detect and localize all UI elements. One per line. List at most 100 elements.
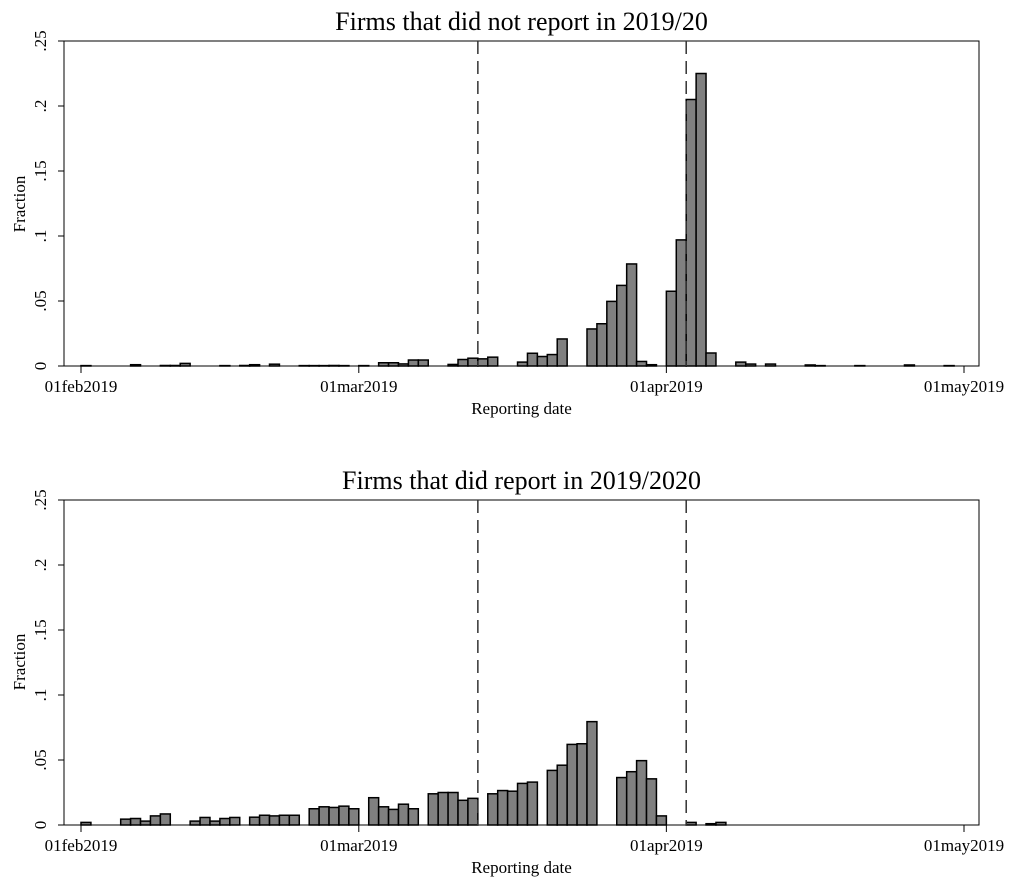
bar <box>220 819 230 826</box>
bar <box>607 301 617 366</box>
bar <box>478 359 488 366</box>
x-tick-label: 01may2019 <box>924 836 1004 855</box>
bar <box>766 364 776 366</box>
bar <box>557 765 567 825</box>
bar <box>309 809 319 825</box>
x-tick-label: 01apr2019 <box>630 836 703 855</box>
bar <box>329 807 339 825</box>
y-tick-label: .15 <box>31 619 50 640</box>
bar <box>696 74 706 367</box>
bar <box>150 816 160 825</box>
bar <box>418 360 428 366</box>
bar <box>260 815 270 825</box>
bar <box>468 798 478 825</box>
x-axis-label: Reporting date <box>471 858 572 877</box>
bar <box>567 744 577 825</box>
x-tick-label: 01apr2019 <box>630 377 703 396</box>
bar <box>319 807 329 825</box>
bar <box>597 324 607 366</box>
bar <box>379 363 389 366</box>
bar <box>240 365 250 366</box>
y-tick-label: 0 <box>31 821 50 830</box>
bar <box>81 822 91 825</box>
y-tick-label: .2 <box>31 100 50 113</box>
bar <box>527 782 537 825</box>
bar <box>398 364 408 366</box>
bar <box>170 365 180 366</box>
y-tick-label: .1 <box>31 689 50 702</box>
bar <box>210 821 220 825</box>
bar <box>686 100 696 367</box>
bar <box>389 363 399 366</box>
plot-frame <box>64 500 979 825</box>
y-tick-label: 0 <box>31 362 50 371</box>
bar <box>637 361 647 366</box>
chart-title: Firms that did not report in 2019/20 <box>335 7 708 36</box>
bar <box>349 809 359 825</box>
bar <box>448 364 458 366</box>
bar <box>716 822 726 825</box>
bar <box>160 814 170 825</box>
bar <box>121 819 131 825</box>
bar <box>587 722 597 825</box>
bar <box>458 360 468 367</box>
bar <box>329 365 339 366</box>
y-axis-label: Fraction <box>10 175 29 232</box>
bar <box>627 772 637 825</box>
bar <box>904 365 914 366</box>
bar <box>369 798 379 825</box>
y-tick-label: .15 <box>31 160 50 181</box>
bar <box>686 822 696 825</box>
bar <box>428 794 438 825</box>
bar <box>488 357 498 366</box>
bar <box>805 365 815 366</box>
bar <box>617 285 627 366</box>
y-axis-label: Fraction <box>10 633 29 690</box>
bar <box>190 821 200 825</box>
bar <box>518 783 528 825</box>
bar <box>141 821 151 825</box>
bar <box>587 329 597 366</box>
y-tick-label: .25 <box>31 489 50 510</box>
bar <box>656 816 666 825</box>
bar <box>438 793 448 826</box>
bar <box>527 353 537 366</box>
bar <box>547 355 557 366</box>
chart-panel-2: Firms that did report in 2019/20200.05.1… <box>10 466 1004 877</box>
bar <box>706 353 716 366</box>
bar <box>518 362 528 366</box>
chart-title: Firms that did report in 2019/2020 <box>342 466 701 495</box>
bar <box>537 357 547 366</box>
x-tick-label: 01feb2019 <box>45 377 118 396</box>
bar <box>637 761 647 825</box>
x-tick-label: 01mar2019 <box>320 377 397 396</box>
bar <box>289 815 299 825</box>
bar <box>270 816 280 825</box>
bar <box>498 791 508 825</box>
bar <box>468 358 478 366</box>
x-axis-label: Reporting date <box>471 399 572 418</box>
bar <box>339 806 349 825</box>
bar <box>448 793 458 826</box>
bar <box>131 819 141 826</box>
plot-frame <box>64 41 979 366</box>
bar <box>230 817 240 825</box>
bar <box>706 824 716 825</box>
bar <box>508 791 518 825</box>
x-tick-label: 01may2019 <box>924 377 1004 396</box>
bar <box>647 365 657 366</box>
bar <box>746 364 756 366</box>
x-tick-label: 01mar2019 <box>320 836 397 855</box>
bar <box>250 365 260 366</box>
chart-panel-1: Firms that did not report in 2019/20 0 .05… <box>10 7 1004 418</box>
bar <box>389 809 399 825</box>
bar <box>131 365 141 366</box>
bar <box>488 794 498 825</box>
bar <box>250 817 260 825</box>
y-tick-label: .25 <box>31 30 50 51</box>
y-tick-label: .05 <box>31 290 50 311</box>
bar <box>408 809 418 825</box>
x-tick-label: 01feb2019 <box>45 836 118 855</box>
bar <box>180 363 190 366</box>
